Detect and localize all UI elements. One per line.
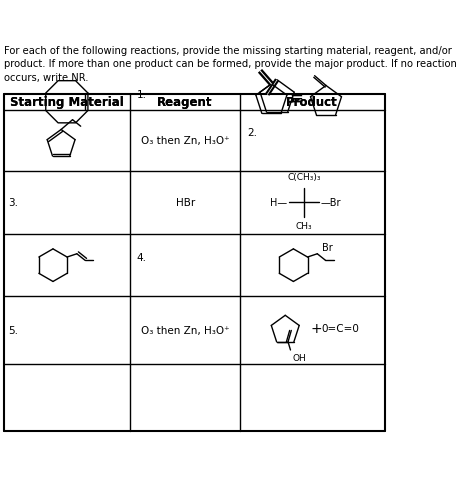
Text: —Br: —Br	[319, 198, 340, 208]
Text: HBr: HBr	[176, 198, 195, 208]
Text: Starting Material: Starting Material	[10, 96, 123, 109]
Text: Product: Product	[286, 96, 337, 109]
Text: 5.: 5.	[8, 325, 18, 335]
Text: 4.: 4.	[137, 252, 147, 263]
Text: C(CH₃)₃: C(CH₃)₃	[287, 173, 320, 182]
Text: 3.: 3.	[8, 198, 18, 208]
Text: Starting Material: Starting Material	[10, 96, 123, 109]
Text: +: +	[310, 322, 321, 336]
Text: Reagent: Reagent	[157, 96, 212, 109]
Text: 0=C=0: 0=C=0	[321, 324, 359, 334]
Text: ≡: ≡	[288, 89, 302, 108]
Text: O₃ then Zn, H₃O⁺: O₃ then Zn, H₃O⁺	[141, 136, 229, 146]
Text: For each of the following reactions, provide the missing starting material, reag: For each of the following reactions, pro…	[4, 46, 456, 83]
Text: Reagent: Reagent	[157, 96, 212, 109]
Text: OH: OH	[291, 353, 305, 362]
Text: Product: Product	[286, 96, 337, 109]
Text: O₃ then Zn, H₃O⁺: O₃ then Zn, H₃O⁺	[141, 325, 229, 335]
Text: Br: Br	[321, 242, 332, 252]
Text: 1.: 1.	[137, 89, 147, 99]
Text: 2.: 2.	[247, 128, 257, 138]
Text: CH₃: CH₃	[295, 222, 312, 231]
Text: H—: H—	[269, 198, 286, 208]
